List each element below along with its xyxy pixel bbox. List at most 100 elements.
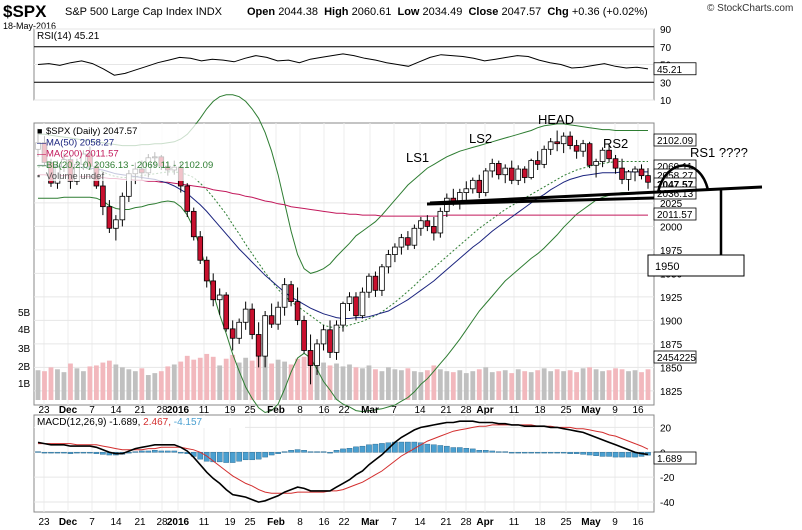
price-x-label: 16	[318, 405, 330, 416]
candle-body	[612, 158, 619, 169]
volume-bar	[600, 371, 605, 400]
macd-line	[37, 420, 649, 503]
macd-x-label: 19	[224, 517, 236, 528]
candle-body	[262, 315, 268, 357]
volume-bar	[619, 369, 625, 400]
ticker-symbol: $SPX	[3, 2, 47, 21]
macd-legend-prefix: MACD(12,26,9)	[37, 417, 109, 428]
candle-body	[411, 227, 418, 246]
candle-body	[294, 301, 301, 321]
macd-histogram-bar	[606, 452, 612, 457]
candle-body	[567, 135, 573, 146]
volume-bar	[353, 367, 359, 400]
volume-bar	[580, 368, 586, 400]
macd-x-label: 14	[110, 517, 122, 528]
chart-date: 18-May-2016	[3, 21, 57, 31]
target-box	[647, 254, 745, 277]
price-x-label: Apr	[476, 405, 493, 416]
candle-body	[463, 188, 470, 193]
macd-histogram-bar	[314, 451, 320, 453]
price-x-label: 25	[244, 405, 256, 416]
candle-body	[197, 236, 204, 261]
macd-histogram-bar	[379, 443, 385, 453]
macd-histogram-bar	[359, 445, 366, 453]
candle-body	[424, 220, 431, 227]
candle-body	[398, 237, 405, 248]
price-value-text: 2036.13	[657, 189, 694, 200]
candle-body	[482, 170, 489, 193]
volume-bar	[282, 361, 287, 400]
volume-bar	[230, 354, 236, 400]
candle-body	[275, 306, 281, 325]
price-x-label: 11	[509, 405, 520, 416]
price-x-label: 25	[560, 405, 572, 416]
high-label: High	[324, 6, 349, 18]
candle-body	[366, 275, 372, 293]
macd-histogram-bar	[463, 448, 470, 453]
volume-bar	[152, 373, 158, 400]
price-legend-bg	[35, 124, 215, 181]
volume-bar	[42, 371, 47, 400]
macd-histogram-bar	[541, 452, 547, 454]
close-label: Close	[468, 6, 499, 18]
macd-x-label: Feb	[267, 517, 285, 528]
candle-body	[301, 319, 307, 351]
candle-body	[606, 149, 612, 160]
macd-histogram-bar	[210, 452, 217, 463]
volume-bar	[645, 369, 651, 400]
macd-histogram-bar	[418, 442, 424, 453]
macd-histogram-bar	[489, 450, 496, 453]
candle-body	[528, 160, 534, 178]
price-value-text: 2011.57	[657, 210, 693, 221]
candle-body	[580, 143, 586, 152]
macd-histogram-bar	[74, 452, 80, 454]
volume-bar	[145, 375, 151, 400]
macd-histogram-bar	[366, 444, 372, 453]
price-x-label: 28	[460, 405, 472, 416]
volume-tick-label: 2B	[18, 362, 31, 373]
macd-histogram-bar	[567, 452, 573, 454]
price-legend-symbol: ▪	[37, 171, 40, 181]
candle-body	[268, 315, 275, 325]
rsi-legend-bg	[35, 30, 135, 41]
price-tick-label: 2000	[660, 222, 683, 233]
price-x-label: 19	[224, 405, 236, 416]
macd-histogram-bar	[268, 452, 275, 456]
candle-body	[113, 219, 119, 229]
volume-value-text: 2454225	[657, 353, 696, 364]
price-value-text: 2047.57	[657, 180, 694, 191]
stockcharts-brand[interactable]: © StockCharts.com	[707, 3, 794, 14]
macd-x-label: May	[581, 517, 601, 528]
candle-body	[554, 141, 560, 145]
macd-histogram-bar	[262, 452, 268, 458]
price-x-label: 8	[297, 405, 303, 416]
candle-body	[379, 266, 385, 291]
volume-bar	[639, 372, 644, 400]
chg-label: Chg	[547, 6, 569, 18]
macd-histogram-bar	[288, 450, 294, 453]
macd-histogram-bar	[139, 450, 145, 453]
volume-bar	[113, 364, 119, 400]
volume-bar	[483, 367, 489, 400]
candle-body	[346, 296, 353, 304]
macd-histogram-bar	[249, 452, 255, 461]
macd-histogram-bar	[619, 452, 625, 458]
volume-bar	[288, 364, 294, 400]
price-x-label: May	[581, 405, 601, 416]
macd-histogram-bar	[353, 446, 359, 453]
macd-histogram-bar	[307, 451, 314, 453]
candle-body	[534, 160, 541, 165]
price-tick-label: 1825	[660, 387, 683, 398]
index-name: S&P 500 Large Cap Index INDX	[65, 6, 222, 18]
macd-histogram-bar	[398, 441, 405, 453]
rsi-tick-label: 70	[660, 43, 672, 54]
candle-body	[573, 145, 580, 152]
macd-histogram-bar	[242, 452, 249, 461]
chg-value: +0.36 (+0.02%)	[571, 6, 648, 18]
volume-bar	[548, 371, 554, 400]
candle-body	[236, 321, 242, 339]
candle-body	[119, 195, 126, 221]
open-value: 2044.38	[278, 6, 318, 18]
